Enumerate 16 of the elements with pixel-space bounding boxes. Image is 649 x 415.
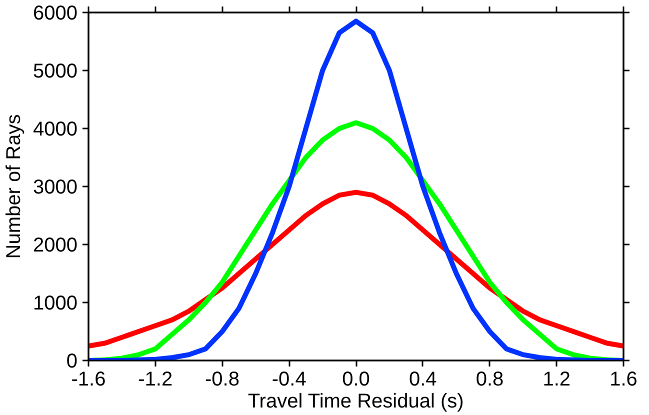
y-tick-label: 5000 [33,60,78,82]
x-tick-label: 1.2 [542,368,571,390]
x-tick-label: 0.0 [342,368,370,390]
y-tick-label: 6000 [33,2,78,24]
y-tick-label: 1000 [33,292,78,314]
x-tick-label: -0.8 [205,368,240,390]
x-tick-label: 1.6 [610,368,638,390]
x-axis-title: Travel Time Residual (s) [248,390,464,412]
x-tick-label: 0.4 [408,368,437,390]
x-tick-label: 0.8 [476,368,504,390]
x-tick-label: -1.2 [138,368,173,390]
y-tick-label: 2000 [33,234,78,256]
y-tick-label: 3000 [33,176,78,198]
y-axis-title: Number of Rays [3,114,26,259]
x-tick-label: -0.4 [272,368,306,390]
y-tick-label: 4000 [33,118,78,140]
